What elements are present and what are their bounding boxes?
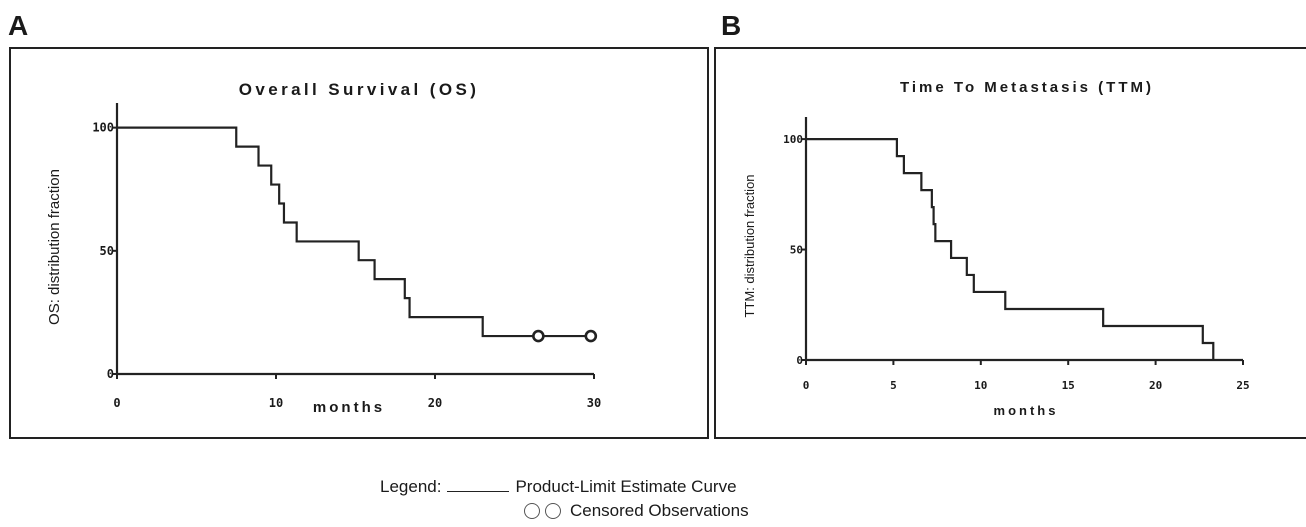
- y-axis-label: OS: distribution fraction: [46, 169, 63, 325]
- panel-letter-a: A: [8, 10, 29, 41]
- legend: Legend: Product-Limit Estimate Curve Cen…: [380, 476, 940, 526]
- x-tick-label: 5: [890, 379, 897, 392]
- censored-marker: [532, 329, 545, 343]
- ttm-survival-chart: Time To Metastasis (TTM) 0 5 10 15 20 25 0 50 100…: [742, 79, 1250, 418]
- panel-box-ttm: [714, 47, 1306, 439]
- x-tick-label: 25: [1236, 379, 1249, 392]
- y-tick-label: 0: [796, 354, 803, 367]
- censored-circle-icon: [545, 503, 561, 519]
- y-tick-label: 100: [783, 133, 803, 146]
- survival-step-curve: [117, 126, 594, 338]
- os-survival-chart: Overall Survival (OS) 0 10 20 30 0 50 100 months…: [46, 80, 601, 416]
- x-tick-label: 20: [1149, 379, 1162, 392]
- x-tick-label: 20: [428, 396, 442, 410]
- survival-step-curve: [806, 137, 1215, 360]
- y-tick-label: 50: [790, 244, 803, 257]
- chart-title: Time To Metastasis (TTM): [900, 79, 1154, 96]
- y-tick-label: 100: [92, 121, 114, 135]
- legend-censored-row: Censored Observations: [524, 500, 749, 522]
- x-axis-label: months: [313, 399, 385, 416]
- y-tick-label: 0: [107, 367, 114, 381]
- legend-curve-row: Legend: Product-Limit Estimate Curve: [380, 476, 737, 498]
- x-tick-label: 0: [113, 396, 120, 410]
- legend-line-icon: [447, 491, 510, 492]
- censored-circle-icon: [524, 503, 540, 519]
- x-tick-label: 15: [1062, 379, 1075, 392]
- x-tick-label: 0: [803, 379, 810, 392]
- panel-letter-b: B: [721, 10, 742, 41]
- chart-title: Overall Survival (OS): [239, 80, 480, 99]
- legend-curve-text: Product-Limit Estimate Curve: [515, 477, 737, 496]
- legend-label: Legend:: [380, 477, 442, 496]
- x-tick-label: 10: [974, 379, 987, 392]
- x-tick-label: 10: [269, 396, 283, 410]
- x-tick-label: 30: [587, 396, 601, 410]
- x-axis-label: months: [994, 403, 1059, 418]
- censored-marker: [584, 329, 598, 343]
- y-axis-label: TTM: distribution fraction: [742, 174, 757, 317]
- legend-censored-text: Censored Observations: [570, 501, 749, 520]
- y-tick-label: 50: [100, 244, 114, 258]
